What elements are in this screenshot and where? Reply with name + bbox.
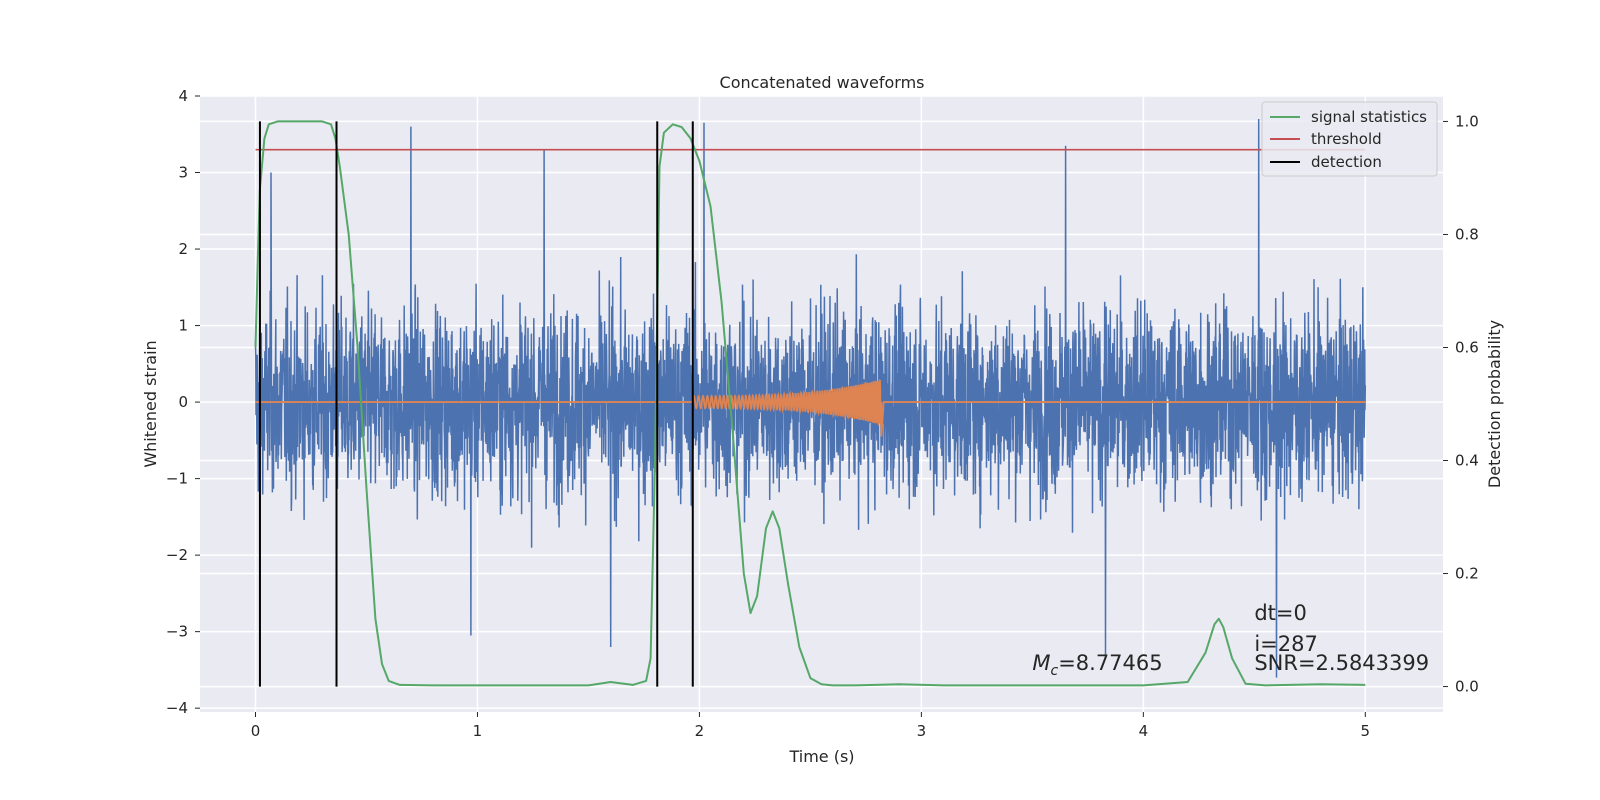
legend-label-detection: detection — [1311, 153, 1382, 171]
legend-box — [1261, 101, 1438, 177]
template-line — [255, 379, 1366, 437]
legend-label-threshold: threshold — [1311, 130, 1382, 148]
annotation-subscript: c — [1050, 663, 1058, 679]
x-tick-label: 5 — [1361, 722, 1371, 740]
y-tick-label: 2 — [178, 240, 188, 258]
x-tick-label: 0 — [251, 722, 261, 740]
x-tick-label: 4 — [1139, 722, 1149, 740]
annotation-text: dt=0 — [1254, 601, 1307, 625]
y-tick-label: −2 — [166, 546, 188, 564]
y-right-tick-label: 0.6 — [1455, 338, 1479, 356]
template-series — [255, 379, 1366, 437]
x-axis-label: Time (s) — [788, 747, 854, 766]
detection-lines — [258, 121, 694, 687]
signal-statistics-series — [254, 120, 1366, 687]
y-tick-label: 3 — [178, 164, 188, 182]
annotation-text: SNR=2.5843399 — [1254, 651, 1429, 675]
y-axis-right-ticks: 0.0 0.2 0.4 0.6 0.8 1.0 — [1443, 112, 1479, 696]
chart-title: Concatenated waveforms — [720, 73, 925, 92]
x-axis-ticks: 0 1 2 3 4 5 — [251, 712, 1370, 740]
x-tick-label: 1 — [473, 722, 483, 740]
y-tick-label: 1 — [178, 317, 188, 335]
y-tick-label: −3 — [166, 623, 188, 641]
signal-statistics-line — [254, 120, 1366, 687]
legend: signal statistics threshold detection — [1261, 101, 1438, 177]
annotation-text: i=287 — [1254, 632, 1318, 656]
y-axis-label: Whitened strain — [141, 340, 160, 467]
annotation-value: =8.77465 — [1058, 651, 1162, 675]
legend-label-signal-statistics: signal statistics — [1311, 108, 1427, 126]
annotation-symbol: M — [1032, 651, 1050, 675]
y-right-tick-label: 0.4 — [1455, 452, 1479, 470]
y-tick-label: −1 — [166, 470, 188, 488]
y-right-tick-label: 0.2 — [1455, 565, 1479, 583]
y-tick-label: −4 — [166, 699, 188, 717]
y-tick-label: 0 — [178, 393, 188, 411]
annotation-text: Mc=8.77465 — [1032, 651, 1162, 679]
y-right-tick-label: 0.8 — [1455, 225, 1479, 243]
y-tick-label: 4 — [178, 87, 188, 105]
x-tick-label: 2 — [695, 722, 705, 740]
x-tick-label: 3 — [917, 722, 927, 740]
y-right-tick-label: 0.0 — [1455, 678, 1479, 696]
y-right-tick-label: 1.0 — [1455, 112, 1479, 130]
y-axis-right-label: Detection probability — [1485, 320, 1504, 488]
y-axis-ticks: −4 −3 −2 −1 0 1 2 3 4 — [166, 87, 200, 717]
